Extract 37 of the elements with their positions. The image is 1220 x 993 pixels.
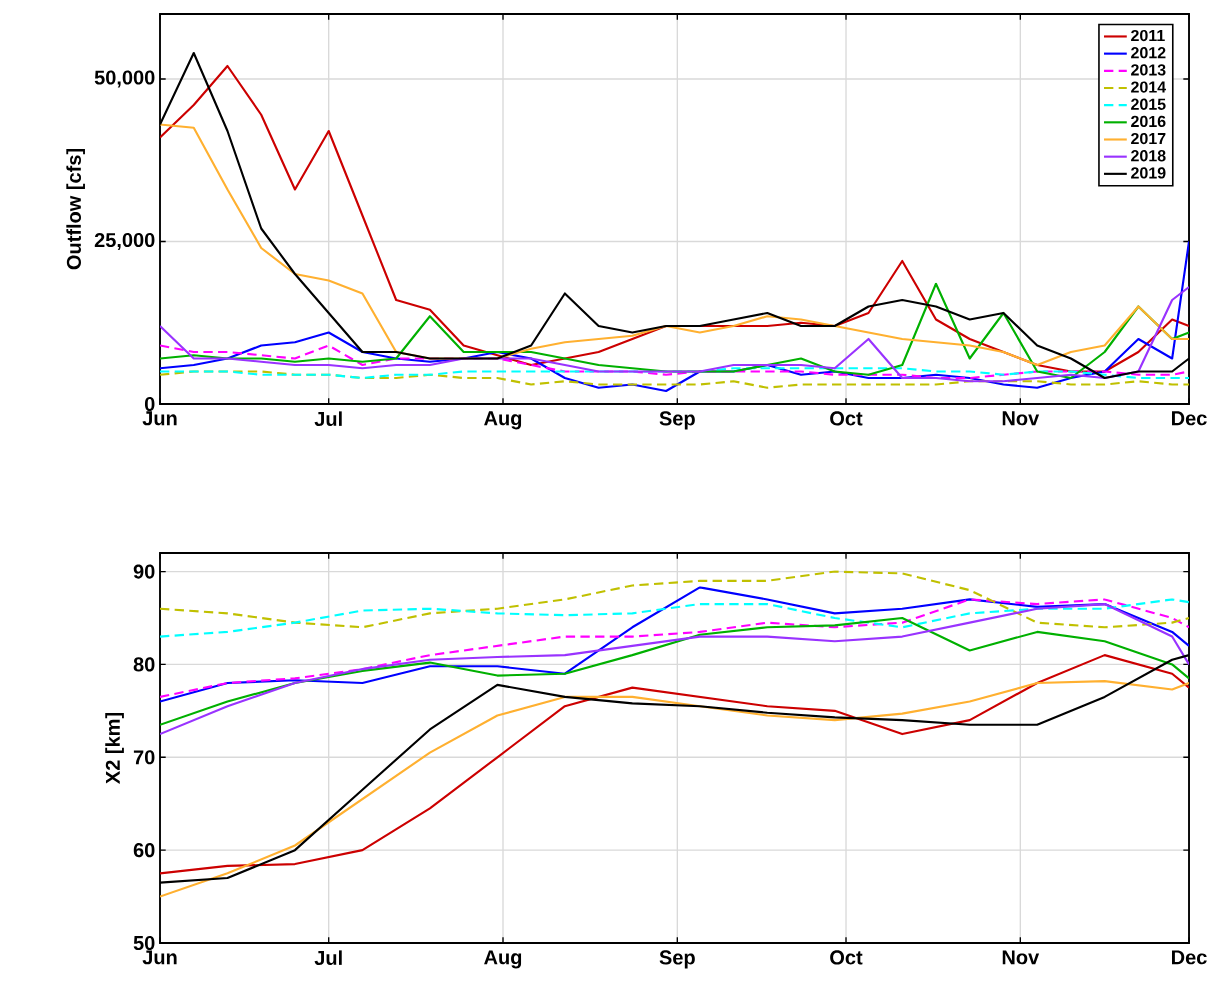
legend-label: 2011	[1131, 29, 1165, 42]
x-tick-label: Jun	[142, 950, 177, 965]
x-tick-label: Aug	[484, 950, 522, 969]
y-axis-title: X2 [km]	[105, 713, 124, 784]
legend-label: 2016	[1131, 115, 1166, 128]
x-tick-label: Oct	[830, 411, 863, 426]
y-tick-label: 0	[144, 396, 155, 412]
x-tick-label: Oct	[830, 950, 863, 965]
x-tick-label: Jul	[314, 411, 342, 427]
y-tick-label: 80	[133, 657, 155, 672]
line-series	[160, 570, 1190, 629]
y-tick-label: 90	[133, 564, 155, 579]
x-tick-label: Sep	[659, 411, 695, 430]
x-tick-label: Dec	[1172, 411, 1207, 426]
legend-label: 2017	[1131, 132, 1166, 145]
x-tick-label: Sep	[659, 950, 695, 969]
x-tick-label: Nov	[1002, 950, 1040, 965]
line-series	[160, 616, 1190, 726]
legend-label: 2019	[1131, 167, 1166, 179]
x-tick-label: Jun	[142, 411, 177, 426]
x-tick-label: Aug	[484, 411, 522, 430]
y-tick-label: 50	[133, 935, 155, 951]
y-tick-label: 25,000	[94, 232, 155, 251]
y-tick-label: 50,000	[94, 70, 155, 88]
x-tick-label: Nov	[1002, 411, 1040, 426]
legend-label: 2012	[1131, 47, 1166, 59]
x-tick-label: Dec	[1172, 950, 1207, 965]
legend-label: 2018	[1131, 150, 1166, 162]
legend-label: 2013	[1131, 64, 1166, 76]
y-tick-label: 70	[133, 750, 155, 765]
line-series	[160, 598, 1190, 638]
legend-label: 2015	[1131, 98, 1166, 110]
y-tick-label: 60	[133, 843, 155, 858]
line-series	[160, 240, 1190, 393]
legend-label: 2014	[1131, 81, 1167, 93]
x-tick-label: Jul	[314, 950, 342, 966]
y-axis-title: Outflow [cfs]	[66, 149, 85, 270]
